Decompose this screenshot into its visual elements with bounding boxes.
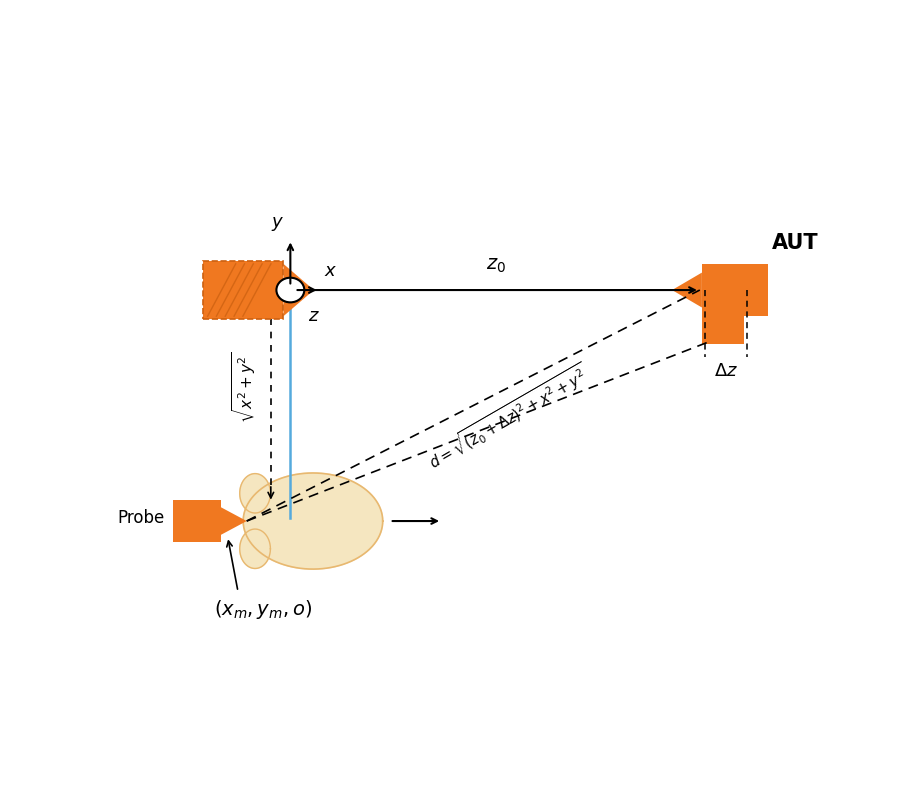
Text: $z_0$: $z_0$ [486,256,506,275]
Bar [203,261,284,319]
Text: $z$: $z$ [308,306,320,325]
Text: $\Delta z$: $\Delta z$ [714,362,738,381]
Text: $x$: $x$ [324,262,338,279]
Text: $\sqrt{x^2+y^2}$: $\sqrt{x^2+y^2}$ [231,351,258,422]
Polygon shape [284,264,314,316]
Bar [702,264,768,316]
Bar [173,500,220,542]
Polygon shape [239,474,270,513]
Polygon shape [243,473,382,569]
Polygon shape [239,529,270,569]
Text: AUT: AUT [771,233,818,253]
Polygon shape [672,273,702,307]
Text: $(x_m, y_m, o)$: $(x_m, y_m, o)$ [213,598,312,621]
Polygon shape [220,507,247,535]
Circle shape [276,278,304,302]
Bar [702,316,743,344]
Text: Probe: Probe [118,509,165,527]
Text: $y$: $y$ [271,214,284,233]
Text: $d = \sqrt{(z_0 + \Delta z)^2 + x^2 + y^2}$: $d = \sqrt{(z_0 + \Delta z)^2 + x^2 + y^… [423,360,593,474]
Bar [203,261,284,319]
